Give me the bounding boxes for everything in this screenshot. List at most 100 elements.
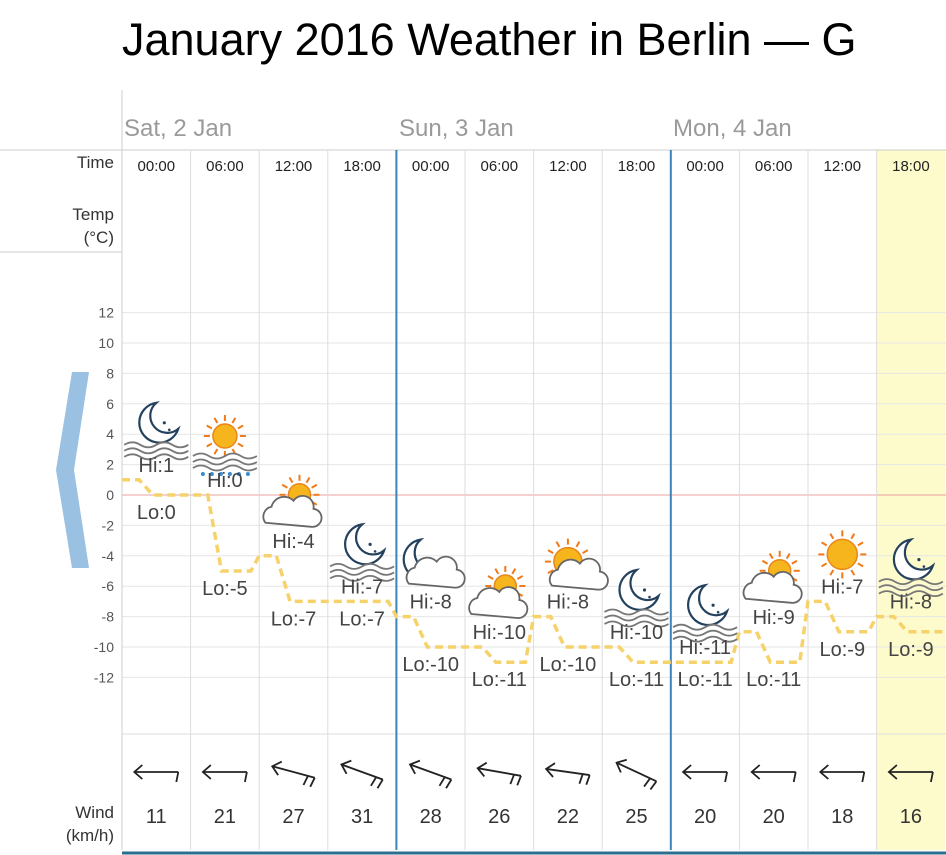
wind-barb bbox=[376, 779, 384, 789]
sun-ray bbox=[305, 476, 311, 484]
wind-head bbox=[818, 764, 829, 780]
wave-line bbox=[878, 578, 944, 585]
wave-line bbox=[123, 441, 189, 449]
sun-ray bbox=[821, 562, 828, 568]
hi-label: Hi:-9 bbox=[753, 607, 795, 629]
sun-disc bbox=[826, 538, 859, 571]
wave-line bbox=[878, 590, 944, 597]
wind-speed: 27 bbox=[282, 806, 304, 828]
moon-clear-icon bbox=[123, 401, 189, 461]
wind-head bbox=[681, 764, 692, 780]
hi-label: Hi:-7 bbox=[341, 576, 383, 598]
time-label: 18:00 bbox=[343, 158, 381, 175]
time-label: 18:00 bbox=[618, 158, 656, 175]
wave-line bbox=[604, 614, 669, 622]
y-tick-label: -2 bbox=[102, 517, 115, 533]
moon-clear-icon bbox=[604, 568, 669, 628]
lo-label: Lo:-5 bbox=[202, 578, 248, 600]
sun-ray bbox=[311, 483, 318, 489]
wind-arrow-icon bbox=[270, 760, 316, 788]
moon-shape bbox=[618, 568, 661, 611]
lo-label: Lo:-11 bbox=[677, 669, 732, 691]
sun-ray bbox=[288, 476, 294, 484]
wind-barb bbox=[175, 771, 180, 783]
lo-label: Lo:-11 bbox=[746, 669, 801, 691]
page-title: January 2016 Weather in Berlin — G bbox=[122, 14, 857, 65]
moon-shape bbox=[344, 522, 387, 566]
sun-cloud-icon bbox=[262, 474, 323, 528]
hi-label: Hi:-8 bbox=[410, 592, 452, 614]
moon-crater bbox=[368, 542, 372, 547]
sun-icon bbox=[818, 530, 867, 579]
y-tick-label: 4 bbox=[106, 426, 114, 442]
wind-head bbox=[750, 764, 761, 780]
hi-label: Hi:-10 bbox=[473, 622, 526, 644]
wind-speed: 20 bbox=[763, 806, 785, 828]
time-row-label: Time bbox=[77, 153, 114, 172]
moon-shape bbox=[687, 583, 730, 627]
wind-head bbox=[544, 762, 556, 778]
wind-head bbox=[132, 764, 143, 780]
snow-dot bbox=[200, 472, 205, 476]
wind-shaft bbox=[341, 763, 384, 781]
sun-ray bbox=[768, 552, 774, 560]
wind-speed: 25 bbox=[625, 806, 647, 828]
snow-dot bbox=[209, 472, 214, 476]
wind-shaft bbox=[477, 767, 522, 777]
sun-small-cloud-icon bbox=[544, 538, 609, 591]
cloud-shape bbox=[548, 557, 609, 591]
sun-ray bbox=[516, 575, 524, 580]
moon-clear-icon bbox=[878, 537, 944, 597]
wind-label-line1: Wind bbox=[75, 803, 114, 822]
sun-ray bbox=[857, 562, 864, 568]
moon-crater bbox=[373, 550, 377, 553]
cloud-shape bbox=[262, 494, 323, 528]
wave-line bbox=[192, 464, 258, 472]
moon-crater bbox=[642, 588, 647, 592]
wind-barb bbox=[724, 771, 728, 783]
lo-label: Lo:-7 bbox=[271, 608, 317, 630]
sun-cloud-icon bbox=[468, 566, 529, 619]
wind-arrow-icon bbox=[750, 764, 797, 783]
wind-speed: 20 bbox=[694, 806, 716, 828]
wave-line bbox=[329, 569, 395, 576]
wave-line bbox=[192, 458, 258, 466]
moon-crater bbox=[162, 421, 166, 425]
wind-speed: 28 bbox=[420, 806, 442, 828]
wind-arrow-icon bbox=[132, 764, 180, 783]
wave-line bbox=[329, 575, 395, 582]
previous-arrow-icon[interactable] bbox=[56, 372, 89, 568]
y-tick-label: -6 bbox=[102, 578, 115, 594]
wind-shaft bbox=[272, 765, 315, 779]
wind-barb bbox=[585, 774, 591, 785]
sun-ray bbox=[213, 448, 219, 455]
lo-label: Lo:-10 bbox=[540, 654, 597, 676]
wind-barb bbox=[578, 773, 584, 785]
wind-barb bbox=[438, 776, 446, 787]
wind-shaft bbox=[616, 761, 657, 783]
wind-barb bbox=[649, 780, 658, 791]
moon-crater bbox=[716, 610, 720, 614]
lo-label: Lo:-9 bbox=[888, 639, 934, 661]
wind-arrow-icon bbox=[818, 764, 866, 783]
wind-barb bbox=[244, 771, 248, 783]
time-label: 00:00 bbox=[686, 158, 724, 175]
wind-head bbox=[201, 764, 212, 780]
hi-label: Hi:-11 bbox=[679, 637, 731, 659]
sun-ray bbox=[829, 533, 835, 540]
time-label: 12:00 bbox=[549, 158, 587, 175]
sun-cloud-icon bbox=[742, 550, 803, 604]
moon-crater bbox=[648, 595, 651, 599]
snow-dot bbox=[227, 472, 232, 476]
wave-line bbox=[329, 563, 395, 570]
time-label: 18:00 bbox=[892, 158, 930, 175]
moon-clear-icon bbox=[672, 583, 738, 643]
wave-line bbox=[604, 608, 669, 616]
sun-ray bbox=[206, 424, 213, 430]
lo-label: Lo:0 bbox=[137, 502, 176, 524]
wind-arrow-icon bbox=[544, 762, 591, 785]
wind-arrow-icon bbox=[887, 764, 934, 783]
cloud-shape bbox=[405, 555, 466, 589]
y-tick-label: -8 bbox=[102, 609, 115, 625]
